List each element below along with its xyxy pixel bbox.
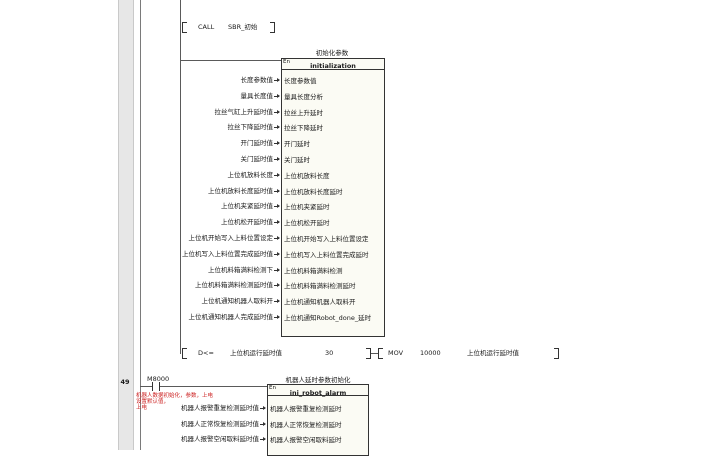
fb-param: 量具长度分析 — [284, 92, 323, 101]
fb-input-source[interactable]: 上位机松开延时值 — [221, 218, 273, 227]
input-arrow — [260, 421, 266, 426]
input-arrow — [274, 141, 280, 146]
input-arrow — [274, 188, 280, 193]
move-close-bracket[interactable] — [554, 348, 559, 359]
fb-param: 拉丝上升延时 — [284, 108, 323, 117]
branch-vertical-wire — [180, 0, 181, 354]
fb-input-source[interactable]: 上位机夹紧延时值 — [221, 202, 273, 211]
fb-input-source[interactable]: 上位机通知机器人完成延时值 — [188, 313, 274, 321]
function-block-initialization[interactable]: En initialization 长度参数值量具长度分析 拉丝上升延时 拉丝下降延… — [281, 58, 385, 337]
fb-param: 上位机夹紧延时 — [284, 203, 330, 212]
function-block-ini-robot-alarm[interactable]: En ini_robot_alarm 机器人报警重复检测延时 机器人正常恢复检测延… — [267, 384, 369, 456]
fb-input-source[interactable]: 机器人报警重复检测延时值 — [181, 404, 259, 412]
fb-input-source[interactable]: 上位机写入上料位置完成延时值 — [182, 249, 273, 258]
fb-en-label: En — [283, 59, 290, 65]
fb-input-source[interactable]: 开门延时值 — [240, 139, 274, 148]
fb-param: 上位机放料长度延时 — [284, 187, 343, 196]
compare-in2[interactable]: 30 — [325, 349, 334, 357]
fb-param: 长度参数值 — [284, 77, 317, 85]
fb-param: 上位机开始写入上料位置设定 — [284, 235, 369, 243]
fb2-header — [268, 385, 368, 396]
fb-param: 拉丝下降延时 — [284, 124, 323, 133]
fb-input-source[interactable]: 上位机料箱满料检测下 — [208, 265, 273, 274]
fb-header — [282, 59, 384, 70]
call-op[interactable]: CALL — [198, 23, 215, 31]
move-op[interactable]: MOV — [388, 349, 404, 357]
input-arrow — [274, 93, 280, 98]
compare-close-bracket[interactable] — [366, 348, 371, 359]
fb-input-source[interactable]: 上位机开始写入上料位置设定 — [188, 234, 274, 242]
rung-number-gutter — [118, 0, 134, 450]
fb-param: 上位机写入上料位置完成延时 — [284, 250, 369, 259]
input-arrow — [260, 406, 266, 410]
input-arrow — [274, 204, 280, 209]
fb-param: 上位机料箱满料检测 — [284, 266, 343, 275]
contact-address[interactable]: M8000 — [147, 375, 170, 383]
input-arrow — [260, 437, 266, 441]
fb-input-source[interactable]: 上位机通知机器人取料开 — [201, 297, 274, 306]
call-open-bracket[interactable] — [182, 22, 187, 33]
input-arrow — [274, 267, 280, 272]
call-close-bracket[interactable] — [270, 22, 275, 33]
fb-input-source[interactable]: 关门延时值 — [240, 155, 274, 163]
rung-comment: 机器人数据初始化，参数，上电 设置默认值， 上电 — [136, 393, 214, 411]
input-arrow — [274, 299, 280, 304]
fb-param: 上位机放料长度 — [284, 171, 330, 180]
rung-number[interactable]: 49 — [120, 378, 130, 386]
input-arrow — [274, 78, 280, 82]
fb-param: 上位机料箱满料检测延时 — [284, 282, 356, 291]
input-arrow — [274, 109, 280, 114]
call-operand[interactable]: SBR_初始 — [228, 23, 258, 31]
input-arrow — [274, 220, 280, 225]
en-wire — [180, 60, 282, 61]
fb-title: 初始化参数 — [315, 49, 349, 57]
fb-input-source[interactable]: 拉丝下降延时值 — [227, 123, 274, 132]
fb-param: 上位机松开延时 — [284, 219, 330, 228]
fb2-name: ini_robot_alarm — [289, 389, 347, 397]
fb-param: 上位机通知Robot_done_延时 — [284, 314, 372, 322]
fb2-en-label: En — [269, 385, 276, 391]
fb-input-source[interactable]: 量具长度值 — [240, 91, 274, 100]
fb-input-source[interactable]: 机器人报警空闲取料延时值 — [181, 435, 259, 443]
fb-param: 机器人报警重复检测延时 — [270, 405, 342, 413]
compare-move-wire — [371, 353, 379, 354]
input-arrow — [274, 283, 280, 288]
fb-input-source[interactable]: 上位机放料长度延时值 — [208, 186, 273, 195]
fb-param: 上位机通知机器人取料开 — [284, 298, 356, 307]
normally-open-contact[interactable] — [152, 382, 160, 391]
input-arrow — [274, 125, 280, 130]
compare-op[interactable]: D<= — [198, 349, 214, 357]
compare-open-bracket[interactable] — [182, 348, 187, 359]
fb-param: 机器人报警空闲取料延时 — [270, 436, 342, 444]
compare-in1[interactable]: 上位机运行延时值 — [230, 349, 282, 357]
fb-param: 关门延时 — [284, 156, 310, 164]
fb-name: initialization — [310, 62, 356, 70]
input-arrow — [274, 157, 280, 161]
move-open-bracket[interactable] — [378, 348, 383, 359]
rung-49-wire — [140, 386, 268, 387]
input-arrow — [274, 251, 280, 256]
left-power-rail — [140, 0, 141, 450]
input-arrow — [274, 315, 280, 319]
input-arrow — [274, 172, 280, 177]
fb-input-source[interactable]: 长度参数值 — [240, 76, 274, 84]
fb-input-source[interactable]: 上位机料箱满料检测延时值 — [195, 281, 273, 290]
fb-param: 机器人正常恢复检测延时 — [270, 420, 342, 429]
fb-input-source[interactable]: 拉丝气缸上升延时值 — [214, 107, 274, 116]
fb-input-source[interactable]: 机器人正常恢复检测延时值 — [181, 419, 259, 428]
fb-input-source[interactable]: 上位机放料长度 — [227, 170, 274, 179]
move-in[interactable]: 10000 — [420, 349, 441, 357]
fb2-title: 机器人延时参数初始化 — [285, 376, 351, 384]
fb-param: 开门延时 — [284, 140, 310, 149]
input-arrow — [274, 236, 280, 240]
move-out[interactable]: 上位机运行延时值 — [467, 349, 519, 357]
